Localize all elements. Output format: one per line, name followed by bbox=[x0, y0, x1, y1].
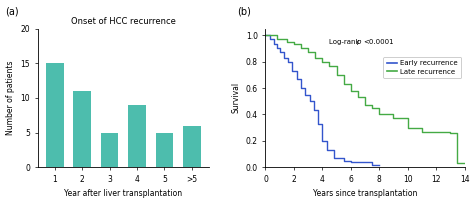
Y-axis label: Survival: Survival bbox=[231, 82, 240, 113]
Text: <0.0001: <0.0001 bbox=[363, 39, 393, 45]
Legend: Early recurrence, Late recurrence: Early recurrence, Late recurrence bbox=[383, 57, 461, 78]
Bar bbox=[46, 63, 64, 167]
Y-axis label: Number of patients: Number of patients bbox=[6, 61, 15, 135]
Bar bbox=[73, 91, 91, 167]
Text: p: p bbox=[356, 39, 360, 45]
Bar bbox=[183, 126, 201, 167]
Text: (a): (a) bbox=[5, 6, 18, 16]
Text: (b): (b) bbox=[237, 6, 251, 16]
Bar bbox=[100, 133, 118, 167]
Bar bbox=[155, 133, 173, 167]
Title: Onset of HCC recurrence: Onset of HCC recurrence bbox=[71, 17, 176, 26]
X-axis label: Year after liver transplantation: Year after liver transplantation bbox=[64, 190, 182, 198]
Text: Log-rank: Log-rank bbox=[329, 39, 362, 45]
X-axis label: Years since transplantation: Years since transplantation bbox=[313, 190, 417, 198]
Bar bbox=[128, 105, 146, 167]
